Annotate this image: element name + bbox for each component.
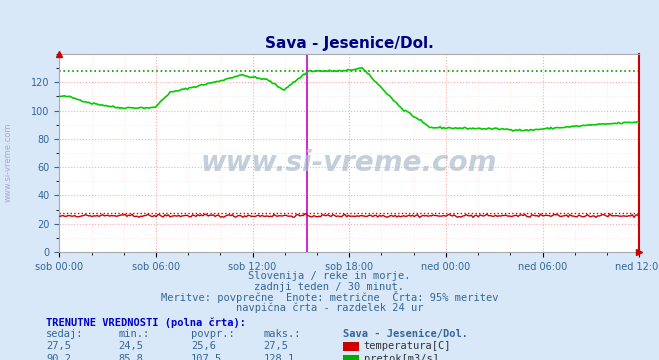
Text: 27,5: 27,5 — [264, 341, 289, 351]
Text: 24,5: 24,5 — [119, 341, 144, 351]
Text: pretok[m3/s]: pretok[m3/s] — [364, 354, 439, 360]
Text: temperatura[C]: temperatura[C] — [364, 341, 451, 351]
Text: 27,5: 27,5 — [46, 341, 71, 351]
Text: 85,8: 85,8 — [119, 354, 144, 360]
Text: 25,6: 25,6 — [191, 341, 216, 351]
Text: Meritve: povprečne  Enote: metrične  Črta: 95% meritev: Meritve: povprečne Enote: metrične Črta:… — [161, 291, 498, 303]
Text: povpr.:: povpr.: — [191, 329, 235, 339]
Text: navpična črta - razdelek 24 ur: navpična črta - razdelek 24 ur — [236, 303, 423, 314]
Text: sedaj:: sedaj: — [46, 329, 84, 339]
Text: Slovenija / reke in morje.: Slovenija / reke in morje. — [248, 271, 411, 281]
Text: 107,5: 107,5 — [191, 354, 222, 360]
Text: maks.:: maks.: — [264, 329, 301, 339]
Text: www.si-vreme.com: www.si-vreme.com — [201, 149, 498, 177]
Text: 128,1: 128,1 — [264, 354, 295, 360]
Text: TRENUTNE VREDNOSTI (polna črta):: TRENUTNE VREDNOSTI (polna črta): — [46, 317, 246, 328]
Title: Sava - Jesenice/Dol.: Sava - Jesenice/Dol. — [265, 36, 434, 51]
Text: zadnji teden / 30 minut.: zadnji teden / 30 minut. — [254, 282, 405, 292]
Text: 90,2: 90,2 — [46, 354, 71, 360]
Text: www.si-vreme.com: www.si-vreme.com — [3, 122, 13, 202]
Text: min.:: min.: — [119, 329, 150, 339]
Text: Sava - Jesenice/Dol.: Sava - Jesenice/Dol. — [343, 329, 468, 339]
